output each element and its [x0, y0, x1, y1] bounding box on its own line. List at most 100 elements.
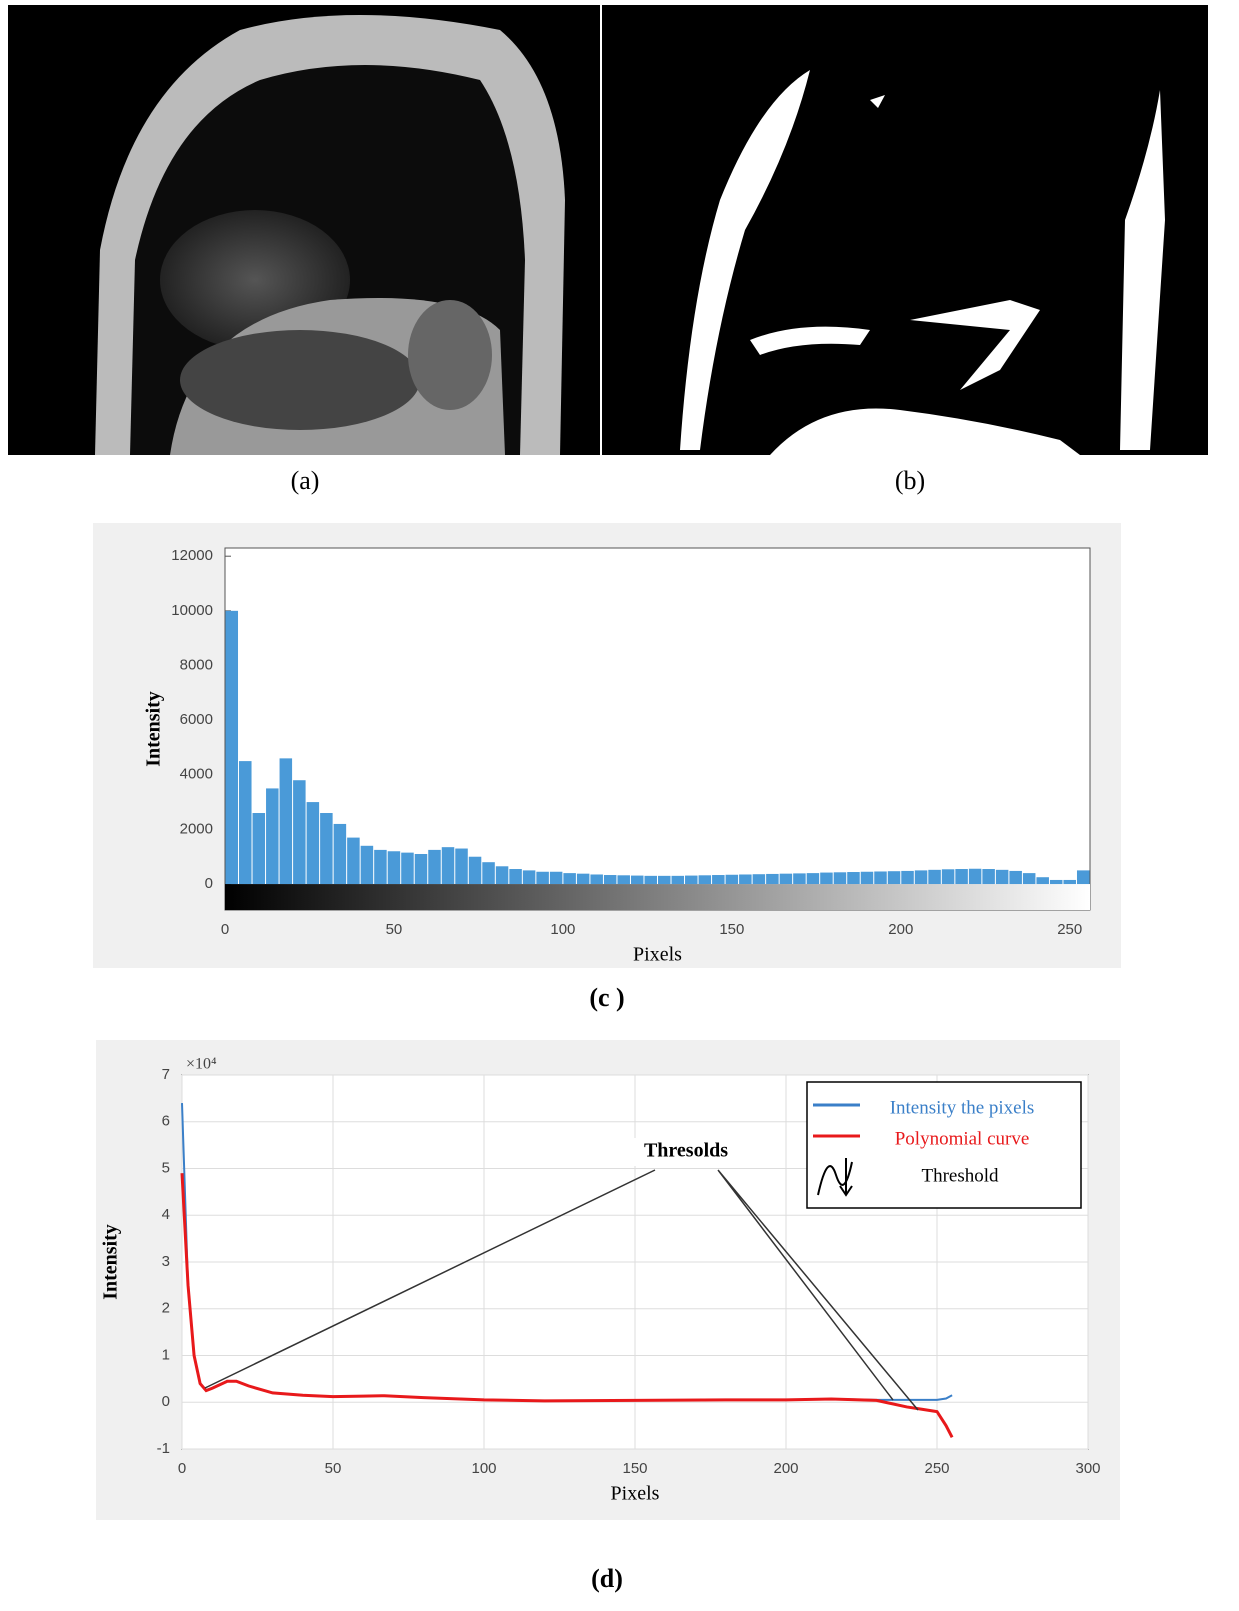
y-tick-label: 6000: [180, 711, 213, 728]
x-tick-label: 100: [550, 921, 575, 938]
x-axis-label: Pixels: [633, 944, 682, 966]
bar: [901, 870, 914, 885]
bar: [779, 873, 793, 885]
bar: [225, 610, 239, 885]
bar: [847, 872, 860, 885]
bar: [739, 874, 752, 885]
annotation: Thresolds: [644, 1140, 728, 1162]
caption: (c ): [589, 983, 624, 1012]
bar: [482, 862, 495, 885]
bar: [982, 869, 995, 885]
y-tick-label: 4000: [180, 766, 213, 783]
legend-label: Intensity the pixels: [890, 1097, 1035, 1118]
bar: [874, 871, 887, 885]
bar: [752, 874, 766, 885]
bar: [401, 852, 414, 885]
legend-label: Threshold: [921, 1165, 999, 1186]
legend-label: Polynomial curve: [895, 1128, 1030, 1149]
x-axis-label: Pixels: [611, 1483, 660, 1505]
bar: [1036, 877, 1049, 885]
y-tick-label: -1: [157, 1440, 170, 1457]
bar: [293, 780, 306, 885]
bar: [995, 869, 1009, 885]
bar: [698, 875, 712, 885]
bar: [644, 875, 657, 885]
y-axis-label: Intensity: [100, 1224, 122, 1300]
x-tick-label: 100: [471, 1460, 496, 1477]
bar: [617, 875, 630, 885]
binary-image: [602, 5, 1208, 455]
bar: [793, 873, 806, 885]
bar: [428, 849, 441, 885]
bar: [549, 871, 563, 885]
bar: [590, 874, 603, 885]
bar: [495, 866, 509, 885]
annotation-box: [630, 1138, 742, 1166]
bar: [455, 848, 468, 885]
panel-label: (b): [895, 466, 925, 495]
mri-image: [8, 5, 600, 455]
bar: [955, 869, 968, 885]
bar: [1022, 873, 1036, 885]
bar: [266, 788, 279, 885]
bar: [333, 823, 347, 885]
x-tick-label: 150: [622, 1460, 647, 1477]
bar: [239, 761, 252, 885]
y-tick-label: 4: [162, 1206, 170, 1223]
y-tick-label: 7: [162, 1066, 170, 1083]
bar: [320, 813, 333, 885]
bar: [509, 869, 522, 885]
y-tick-label: 12000: [171, 547, 213, 564]
x-tick-label: 0: [221, 921, 229, 938]
bar: [347, 837, 360, 885]
bar: [685, 875, 698, 885]
y-tick-label: 1: [162, 1346, 170, 1363]
bar: [860, 871, 874, 885]
bar: [914, 870, 928, 885]
bar: [252, 813, 266, 885]
x-tick-label: 250: [1057, 921, 1082, 938]
x-tick-label: 0: [178, 1460, 186, 1477]
panel-label: (a): [291, 466, 320, 495]
y-tick-label: 5: [162, 1159, 170, 1176]
axis-exponent: ×10⁴: [186, 1056, 217, 1073]
bar: [536, 871, 549, 885]
bar: [968, 868, 982, 885]
x-tick-label: 300: [1075, 1460, 1100, 1477]
bar: [1076, 870, 1090, 885]
bar: [820, 872, 833, 885]
y-tick-label: 2: [162, 1300, 170, 1317]
bar: [360, 845, 374, 885]
x-tick-label: 50: [386, 921, 403, 938]
bar: [1063, 879, 1076, 885]
y-axis-label: Intensity: [143, 691, 165, 767]
bar: [630, 875, 644, 885]
x-tick-label: 250: [924, 1460, 949, 1477]
bar: [887, 871, 901, 885]
bar: [441, 847, 455, 885]
bar: [603, 875, 617, 885]
bar: [387, 851, 401, 885]
x-tick-label: 50: [325, 1460, 342, 1477]
bar: [279, 758, 293, 885]
bar: [806, 873, 820, 885]
bar: [1009, 870, 1022, 885]
bar: [766, 873, 779, 885]
bar: [563, 873, 576, 885]
bar: [941, 869, 955, 885]
bar: [522, 870, 536, 885]
legend-box: [806, 1081, 1082, 1209]
y-tick-label: 8000: [180, 656, 213, 673]
x-tick-label: 150: [719, 921, 744, 938]
y-tick-label: 0: [162, 1393, 170, 1410]
caption: (d): [591, 1564, 623, 1593]
y-tick-label: 10000: [171, 602, 213, 619]
y-tick-label: 0: [205, 875, 213, 892]
colorbar: [225, 884, 1090, 910]
bar: [414, 853, 428, 885]
bar: [1049, 879, 1063, 885]
bar: [468, 856, 482, 885]
